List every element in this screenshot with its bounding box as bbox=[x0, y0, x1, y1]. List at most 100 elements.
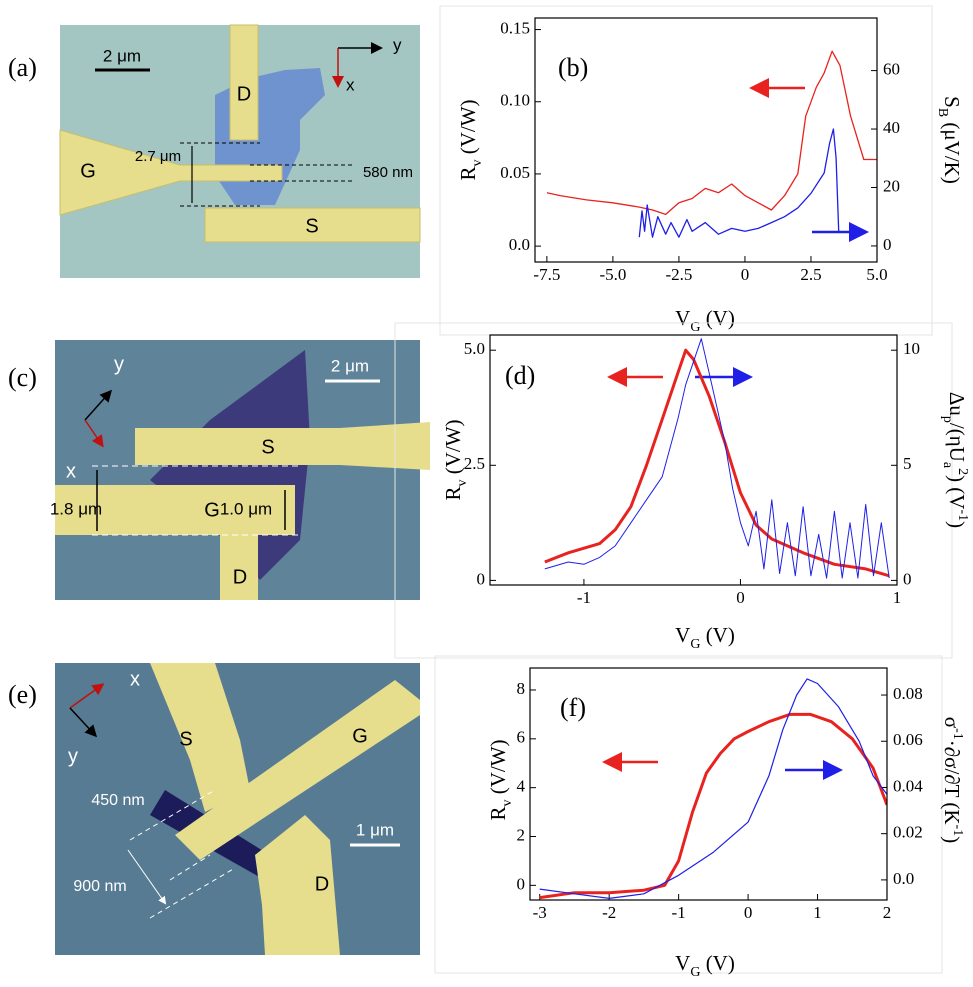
panel-frame bbox=[395, 323, 952, 658]
axis-label: y bbox=[114, 353, 124, 375]
axis-label-part: B bbox=[935, 108, 950, 117]
x-tick-label: 1 bbox=[813, 903, 822, 922]
panel-label: (b) bbox=[558, 53, 588, 82]
y-tick-label: 2 bbox=[517, 825, 526, 844]
axis-label-part: G bbox=[690, 637, 700, 652]
axis-label-part: V bbox=[675, 623, 690, 647]
axis-label: Rv (V/W) bbox=[486, 739, 515, 820]
x-tick-label: 0 bbox=[741, 265, 750, 284]
y-tick-label: 4 bbox=[517, 777, 526, 796]
axis-label-part: V bbox=[675, 306, 690, 330]
data-line bbox=[545, 339, 889, 578]
plot-frame bbox=[490, 335, 897, 585]
x-tick-label: 2 bbox=[883, 903, 892, 922]
axis-label: x bbox=[130, 668, 140, 690]
axis-label-part: R bbox=[441, 487, 465, 501]
panel-label: (f) bbox=[560, 693, 586, 722]
data-line bbox=[547, 51, 877, 214]
axis-label-part: R bbox=[486, 807, 510, 821]
axis-label-part: /(ηU bbox=[945, 423, 969, 462]
y-tick-label: 8 bbox=[517, 679, 526, 698]
y2-tick-label: 10 bbox=[903, 339, 920, 358]
axis-label-part: σ bbox=[940, 717, 964, 728]
axis-label-part: (μV/K) bbox=[940, 117, 964, 184]
electrode-label: D bbox=[315, 873, 329, 895]
y-tick-label: 5.0 bbox=[464, 339, 485, 358]
electrode-label: D bbox=[237, 83, 251, 105]
axis-label-part: Δu bbox=[945, 392, 969, 417]
y-tick-label: 0 bbox=[517, 874, 526, 893]
axis-label-part: 2 bbox=[955, 468, 970, 475]
x-tick-label: -1 bbox=[577, 588, 591, 607]
axis-label-part: -1 bbox=[950, 825, 965, 837]
panel-frame bbox=[435, 656, 942, 973]
y2-tick-label: 0.04 bbox=[893, 776, 923, 795]
scale-bar-label: 2 μm bbox=[103, 46, 141, 65]
y-tick-label: 0 bbox=[477, 569, 486, 588]
axis-label: VG (V) bbox=[675, 951, 735, 980]
y2-tick-label: 20 bbox=[883, 176, 900, 195]
x-tick-label: -2.5 bbox=[665, 265, 692, 284]
axis-label-part: (V) bbox=[700, 951, 734, 975]
y2-tick-label: 0 bbox=[883, 235, 892, 254]
axis-label: VG (V) bbox=[675, 306, 735, 335]
electrode-label: G bbox=[80, 160, 96, 182]
x-tick-label: 5.0 bbox=[866, 265, 887, 284]
y2-tick-label: 5 bbox=[903, 454, 912, 473]
x-tick-label: 0 bbox=[736, 588, 745, 607]
axis-label: x bbox=[346, 75, 355, 94]
x-tick-label: -1 bbox=[672, 903, 686, 922]
axis-label: VG (V) bbox=[675, 623, 735, 652]
figure: (a) (c) (e) 2 μm y x D G S 2.7 μm 580 nm bbox=[0, 0, 973, 987]
data-line bbox=[639, 129, 838, 237]
axis-label: y bbox=[68, 745, 78, 767]
y-tick-label: 0.15 bbox=[500, 18, 530, 37]
y-tick-label: 0.10 bbox=[500, 91, 530, 110]
y2-tick-label: 0.06 bbox=[893, 730, 923, 749]
scale-bar-label: 1 μm bbox=[356, 820, 394, 839]
y2-tick-label: 60 bbox=[883, 60, 900, 79]
x-tick-label: -7.5 bbox=[533, 265, 560, 284]
sem-image-c: 2 μm y x S G D 1.8 μm 1.0 μm bbox=[50, 340, 430, 600]
dimension-label: 580 nm bbox=[363, 164, 413, 181]
y2-tick-label: 0.08 bbox=[893, 684, 923, 703]
sem-image-a: 2 μm y x D G S 2.7 μm 580 nm bbox=[60, 25, 420, 278]
y2-tick-label: 0.02 bbox=[893, 823, 923, 842]
axis-label: Δup/(ηUa2) (V-1) bbox=[940, 392, 970, 528]
panel-label: (c) bbox=[8, 363, 37, 392]
axis-label-part: R bbox=[456, 167, 480, 181]
electrode-label: D bbox=[233, 566, 247, 588]
axis-label-part: (V/W) bbox=[486, 739, 510, 799]
axis-label: x bbox=[66, 460, 76, 482]
axis-label-part: ·∂σ/∂T (K bbox=[940, 740, 964, 825]
dimension-label: 1.8 μm bbox=[50, 499, 102, 518]
dimension-label: 900 nm bbox=[73, 878, 126, 895]
panel-label: (a) bbox=[8, 53, 37, 82]
axis-label-part: v bbox=[500, 800, 515, 807]
y2-tick-label: 0.0 bbox=[893, 869, 914, 888]
x-tick-label: 2.5 bbox=[800, 265, 821, 284]
axis-label: Rv (V/W) bbox=[456, 99, 485, 180]
x-tick-label: -2 bbox=[602, 903, 616, 922]
panel-label: (e) bbox=[8, 680, 37, 709]
electrode-label: S bbox=[305, 215, 318, 237]
y2-tick-label: 40 bbox=[883, 118, 900, 137]
axis-label: σ-1·∂σ/∂T (K-1) bbox=[940, 717, 965, 843]
data-line bbox=[540, 714, 887, 897]
x-tick-label: 1 bbox=[893, 588, 902, 607]
axis-label-part: G bbox=[690, 320, 700, 335]
electrode-label: G bbox=[204, 499, 220, 521]
scale-bar-label: 2 μm bbox=[331, 356, 369, 375]
sem-image-e: x y S G D 1 μm 450 nm 900 nm bbox=[55, 663, 420, 955]
axis-label: y bbox=[393, 35, 402, 54]
axis-label-part: p bbox=[940, 416, 955, 423]
axis-label-part: (V/W) bbox=[441, 419, 465, 479]
axis-label-part: -1 bbox=[950, 728, 965, 740]
y-tick-label: 2.5 bbox=[464, 454, 485, 473]
axis-label-part: (V) bbox=[700, 623, 734, 647]
dimension-label: 2.7 μm bbox=[135, 148, 181, 165]
y2-tick-label: 0 bbox=[903, 569, 912, 588]
y-tick-label: 6 bbox=[517, 728, 526, 747]
panel-label: (d) bbox=[505, 361, 535, 390]
dimension-label: 450 nm bbox=[91, 792, 144, 809]
